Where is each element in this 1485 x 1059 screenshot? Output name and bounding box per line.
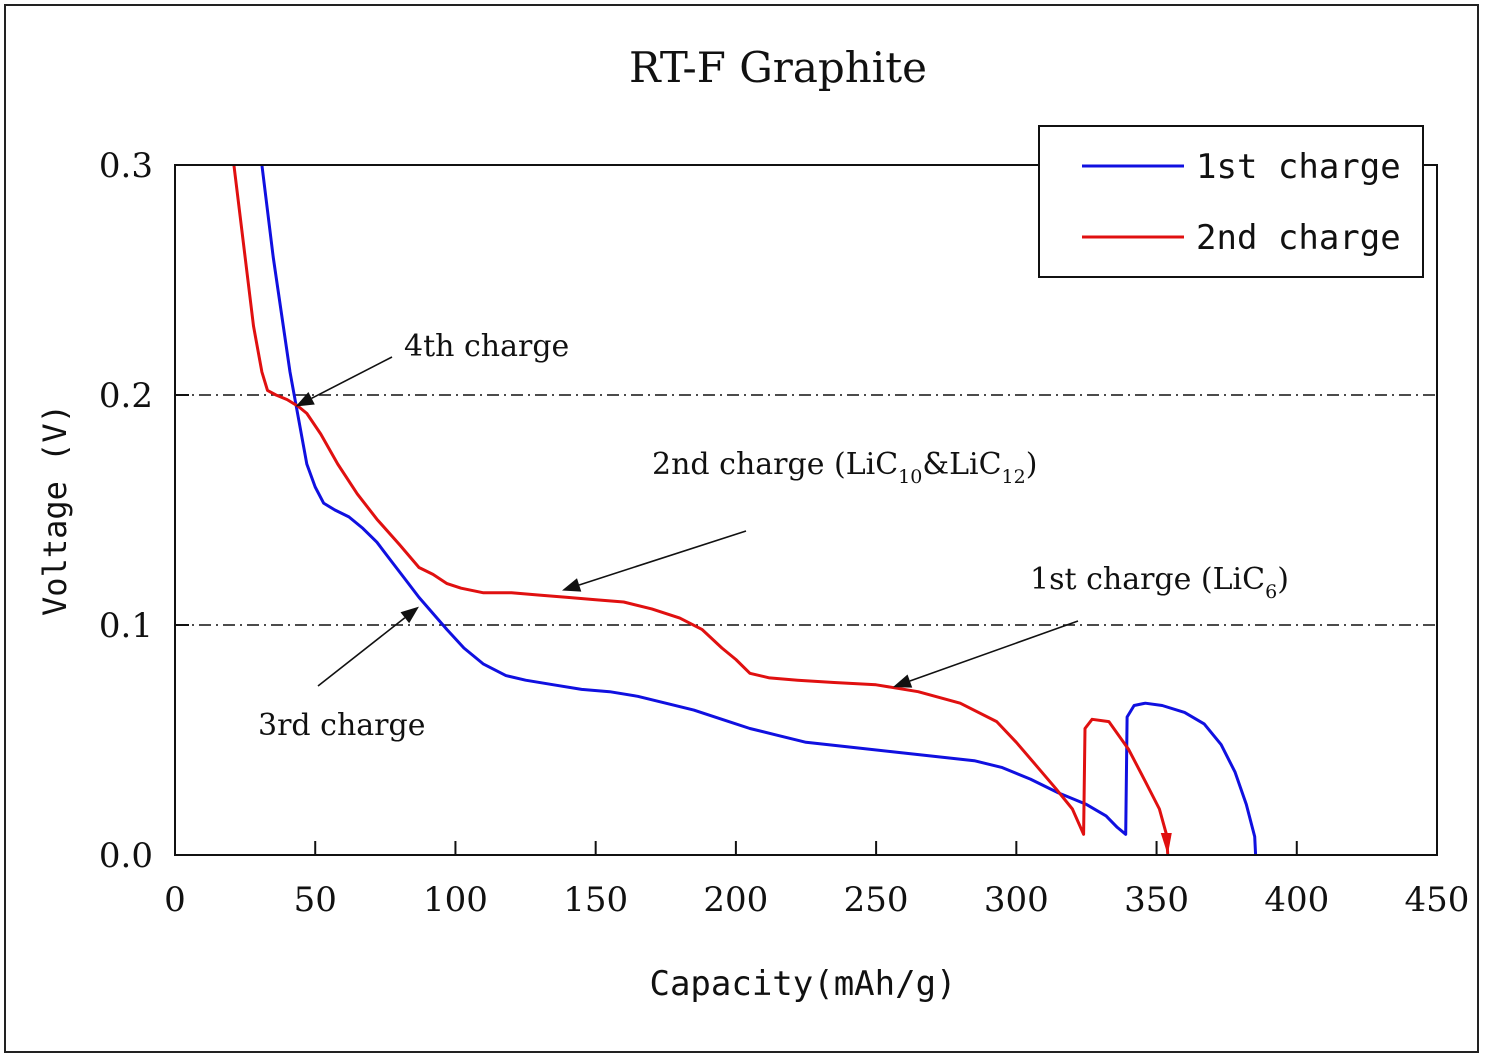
annotation-arrow-line	[578, 530, 747, 586]
annotation-arrowhead	[562, 578, 582, 592]
axes	[174, 164, 1438, 856]
x-tick-label: 300	[984, 880, 1049, 920]
annotation-arrowhead	[400, 606, 419, 624]
annotation-4th-charge: 4th charge	[404, 329, 569, 364]
annotation-3rd-charge: 3rd charge	[258, 708, 425, 743]
series-line-2	[232, 164, 1170, 856]
x-tick-label: 200	[703, 880, 768, 920]
figure-frame	[4, 4, 1479, 1053]
reference-lines	[175, 394, 1437, 626]
x-tick-label: 50	[294, 880, 337, 920]
x-tick-label: 0	[164, 880, 186, 920]
legend: 1st charge 2nd charge	[1038, 125, 1424, 278]
y-tick-label: 0.1	[99, 606, 153, 646]
annotation-arrowhead	[295, 392, 315, 407]
series-layer	[232, 164, 1258, 856]
annotation-arrows	[295, 356, 1079, 688]
legend-label-2nd-charge: 2nd charge	[1196, 218, 1401, 258]
annotation-2nd-charge-licompound: 2nd charge (LiC10&LiC12)	[652, 447, 1037, 488]
annotation-arrow-line	[317, 617, 406, 687]
legend-label-1st-charge: 1st charge	[1196, 147, 1401, 187]
x-tick-label: 450	[1405, 880, 1470, 920]
x-axis-label: Capacity(mAh/g)	[649, 964, 956, 1004]
tick-labels: 0 50 100 150 200 250 300 350 400 450 0.0 0.1 0.2 0.3	[99, 146, 1470, 920]
chart-title: RT-F Graphite	[629, 43, 927, 92]
x-tick-label: 250	[844, 880, 909, 920]
annotation-arrow-line	[311, 356, 393, 399]
x-tick-label: 150	[563, 880, 628, 920]
plot-frame	[174, 164, 1438, 856]
y-tick-label: 0.3	[99, 146, 153, 186]
series-end-arrowhead	[1160, 833, 1172, 855]
x-tick-label: 350	[1124, 880, 1189, 920]
y-tick-label: 0.2	[99, 376, 153, 416]
annotation-arrowhead	[892, 674, 913, 688]
x-tick-label: 100	[423, 880, 488, 920]
annotation-1st-charge-lic6: 1st charge (LiC6)	[1030, 562, 1289, 603]
y-tick-label: 0.0	[99, 836, 153, 876]
annotation-arrow-line	[909, 620, 1079, 682]
y-axis-label: Voltage (V)	[36, 404, 74, 616]
series-line-1	[260, 164, 1258, 856]
x-tick-label: 400	[1264, 880, 1329, 920]
annotations: 4th charge 3rd charge 2nd charge (LiC10&…	[258, 329, 1289, 743]
